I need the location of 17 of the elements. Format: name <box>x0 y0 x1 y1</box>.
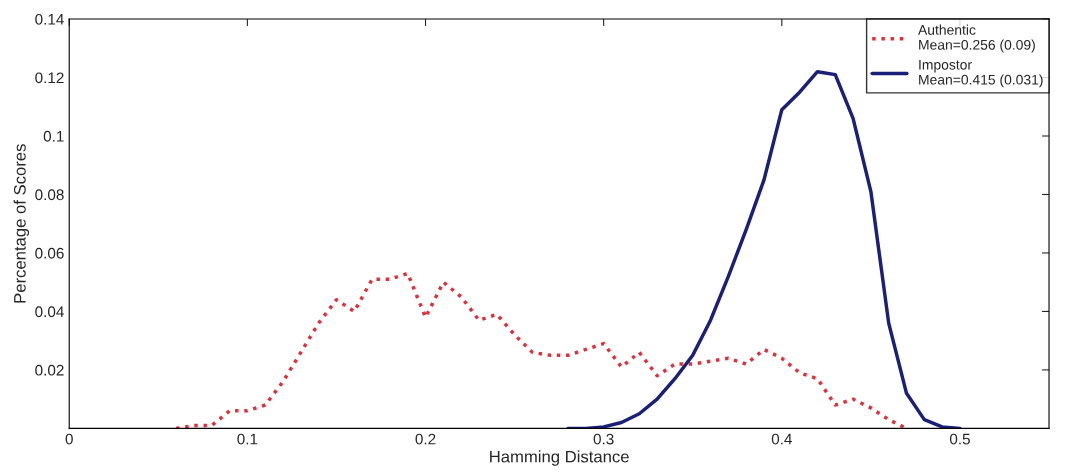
x-tick-label: 0.3 <box>593 433 614 445</box>
x-tick-label: 0 <box>65 433 73 445</box>
y-tick-label: 0.02 <box>35 364 64 376</box>
x-tick-label: 0.4 <box>771 433 792 445</box>
legend-label: Authentic Mean=0.256 (0.09) <box>918 24 1035 53</box>
y-tick-label: 0.04 <box>35 306 64 318</box>
y-tick-label: 0.12 <box>35 72 64 84</box>
y-tick-label: 0.1 <box>43 130 64 142</box>
x-tick-label: 0.2 <box>415 433 436 445</box>
x-tick-label: 0.5 <box>949 433 970 445</box>
x-axis-title: Hamming Distance <box>490 450 629 466</box>
y-tick-label: 0.06 <box>35 247 64 259</box>
y-axis-title: Percentage of Scores <box>13 144 30 303</box>
y-tick-label: 0.14 <box>35 13 64 25</box>
y-tick-label: 0.08 <box>35 189 64 201</box>
x-tick-label: 0.1 <box>237 433 258 445</box>
legend-label: Impostor Mean=0.415 (0.031) <box>919 59 1043 88</box>
